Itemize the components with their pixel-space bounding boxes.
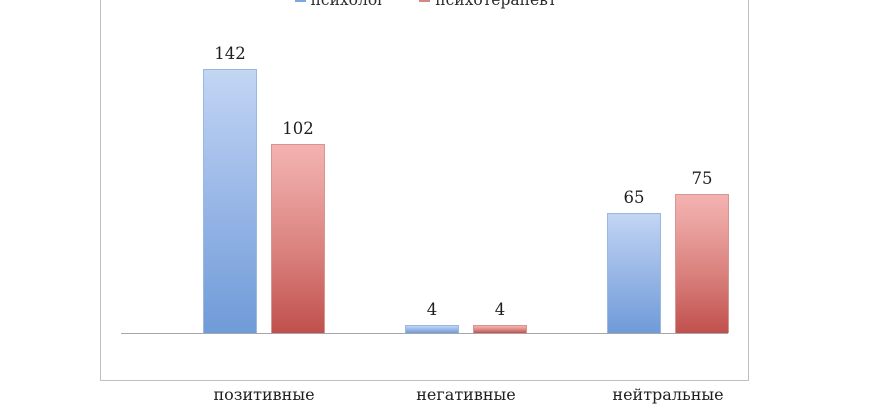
- legend-swatch-red-icon: [419, 0, 431, 2]
- bar-value-label: 102: [282, 118, 314, 138]
- bar-slot-neytralnye-psihoterapevt: 75: [675, 13, 729, 333]
- legend-entry-psiholog[interactable]: психолог: [294, 0, 386, 9]
- plot-area: 142 102 позитивные 4 4: [121, 0, 729, 404]
- bar-value-label: 65: [623, 187, 645, 207]
- category-label-neytralnye: нейтральные: [612, 385, 724, 404]
- bar-value-label: 4: [494, 299, 506, 319]
- legend-label-psiholog: психолог: [310, 0, 386, 9]
- bar-slot-neytralnye-psiholog: 65: [607, 13, 661, 333]
- bar-negativnye-psiholog[interactable]: [405, 325, 459, 333]
- bar-neytralnye-psiholog[interactable]: [607, 213, 661, 333]
- bar-slot-pozitivnye-psihoterapevt: 102: [271, 13, 325, 333]
- bar-negativnye-psihoterapevt[interactable]: [473, 325, 527, 333]
- chart-frame: психолог психотерапевт 142 102 позитивны…: [100, 0, 750, 404]
- bar-value-label: 4: [426, 299, 438, 319]
- bar-value-label: 142: [214, 43, 246, 63]
- legend-entry-psihoterapevt[interactable]: психотерапевт: [419, 0, 556, 9]
- bar-slot-pozitivnye-psiholog: 142: [203, 13, 257, 333]
- bar-group-negativnye: 4 4 негативные: [369, 13, 563, 404]
- bar-group-pozitivnye: 142 102 позитивные: [167, 13, 361, 404]
- bar-pozitivnye-psihoterapevt[interactable]: [271, 144, 325, 333]
- bar-pozitivnye-psiholog[interactable]: [203, 69, 257, 333]
- bar-group-neytralnye: 65 75 нейтральные: [571, 13, 765, 404]
- legend-swatch-blue-icon: [294, 0, 306, 2]
- bar-value-label: 75: [691, 168, 713, 188]
- category-label-negativnye: негативные: [416, 385, 516, 404]
- legend-label-psihoterapevt: психотерапевт: [435, 0, 557, 9]
- bar-slot-negativnye-psihoterapevt: 4: [473, 13, 527, 333]
- bar-slot-negativnye-psiholog: 4: [405, 13, 459, 333]
- category-axis-line: [121, 333, 728, 334]
- bar-neytralnye-psihoterapevt[interactable]: [675, 194, 729, 333]
- chart-legend: психолог психотерапевт: [101, 0, 750, 11]
- category-label-pozitivnye: позитивные: [213, 385, 315, 404]
